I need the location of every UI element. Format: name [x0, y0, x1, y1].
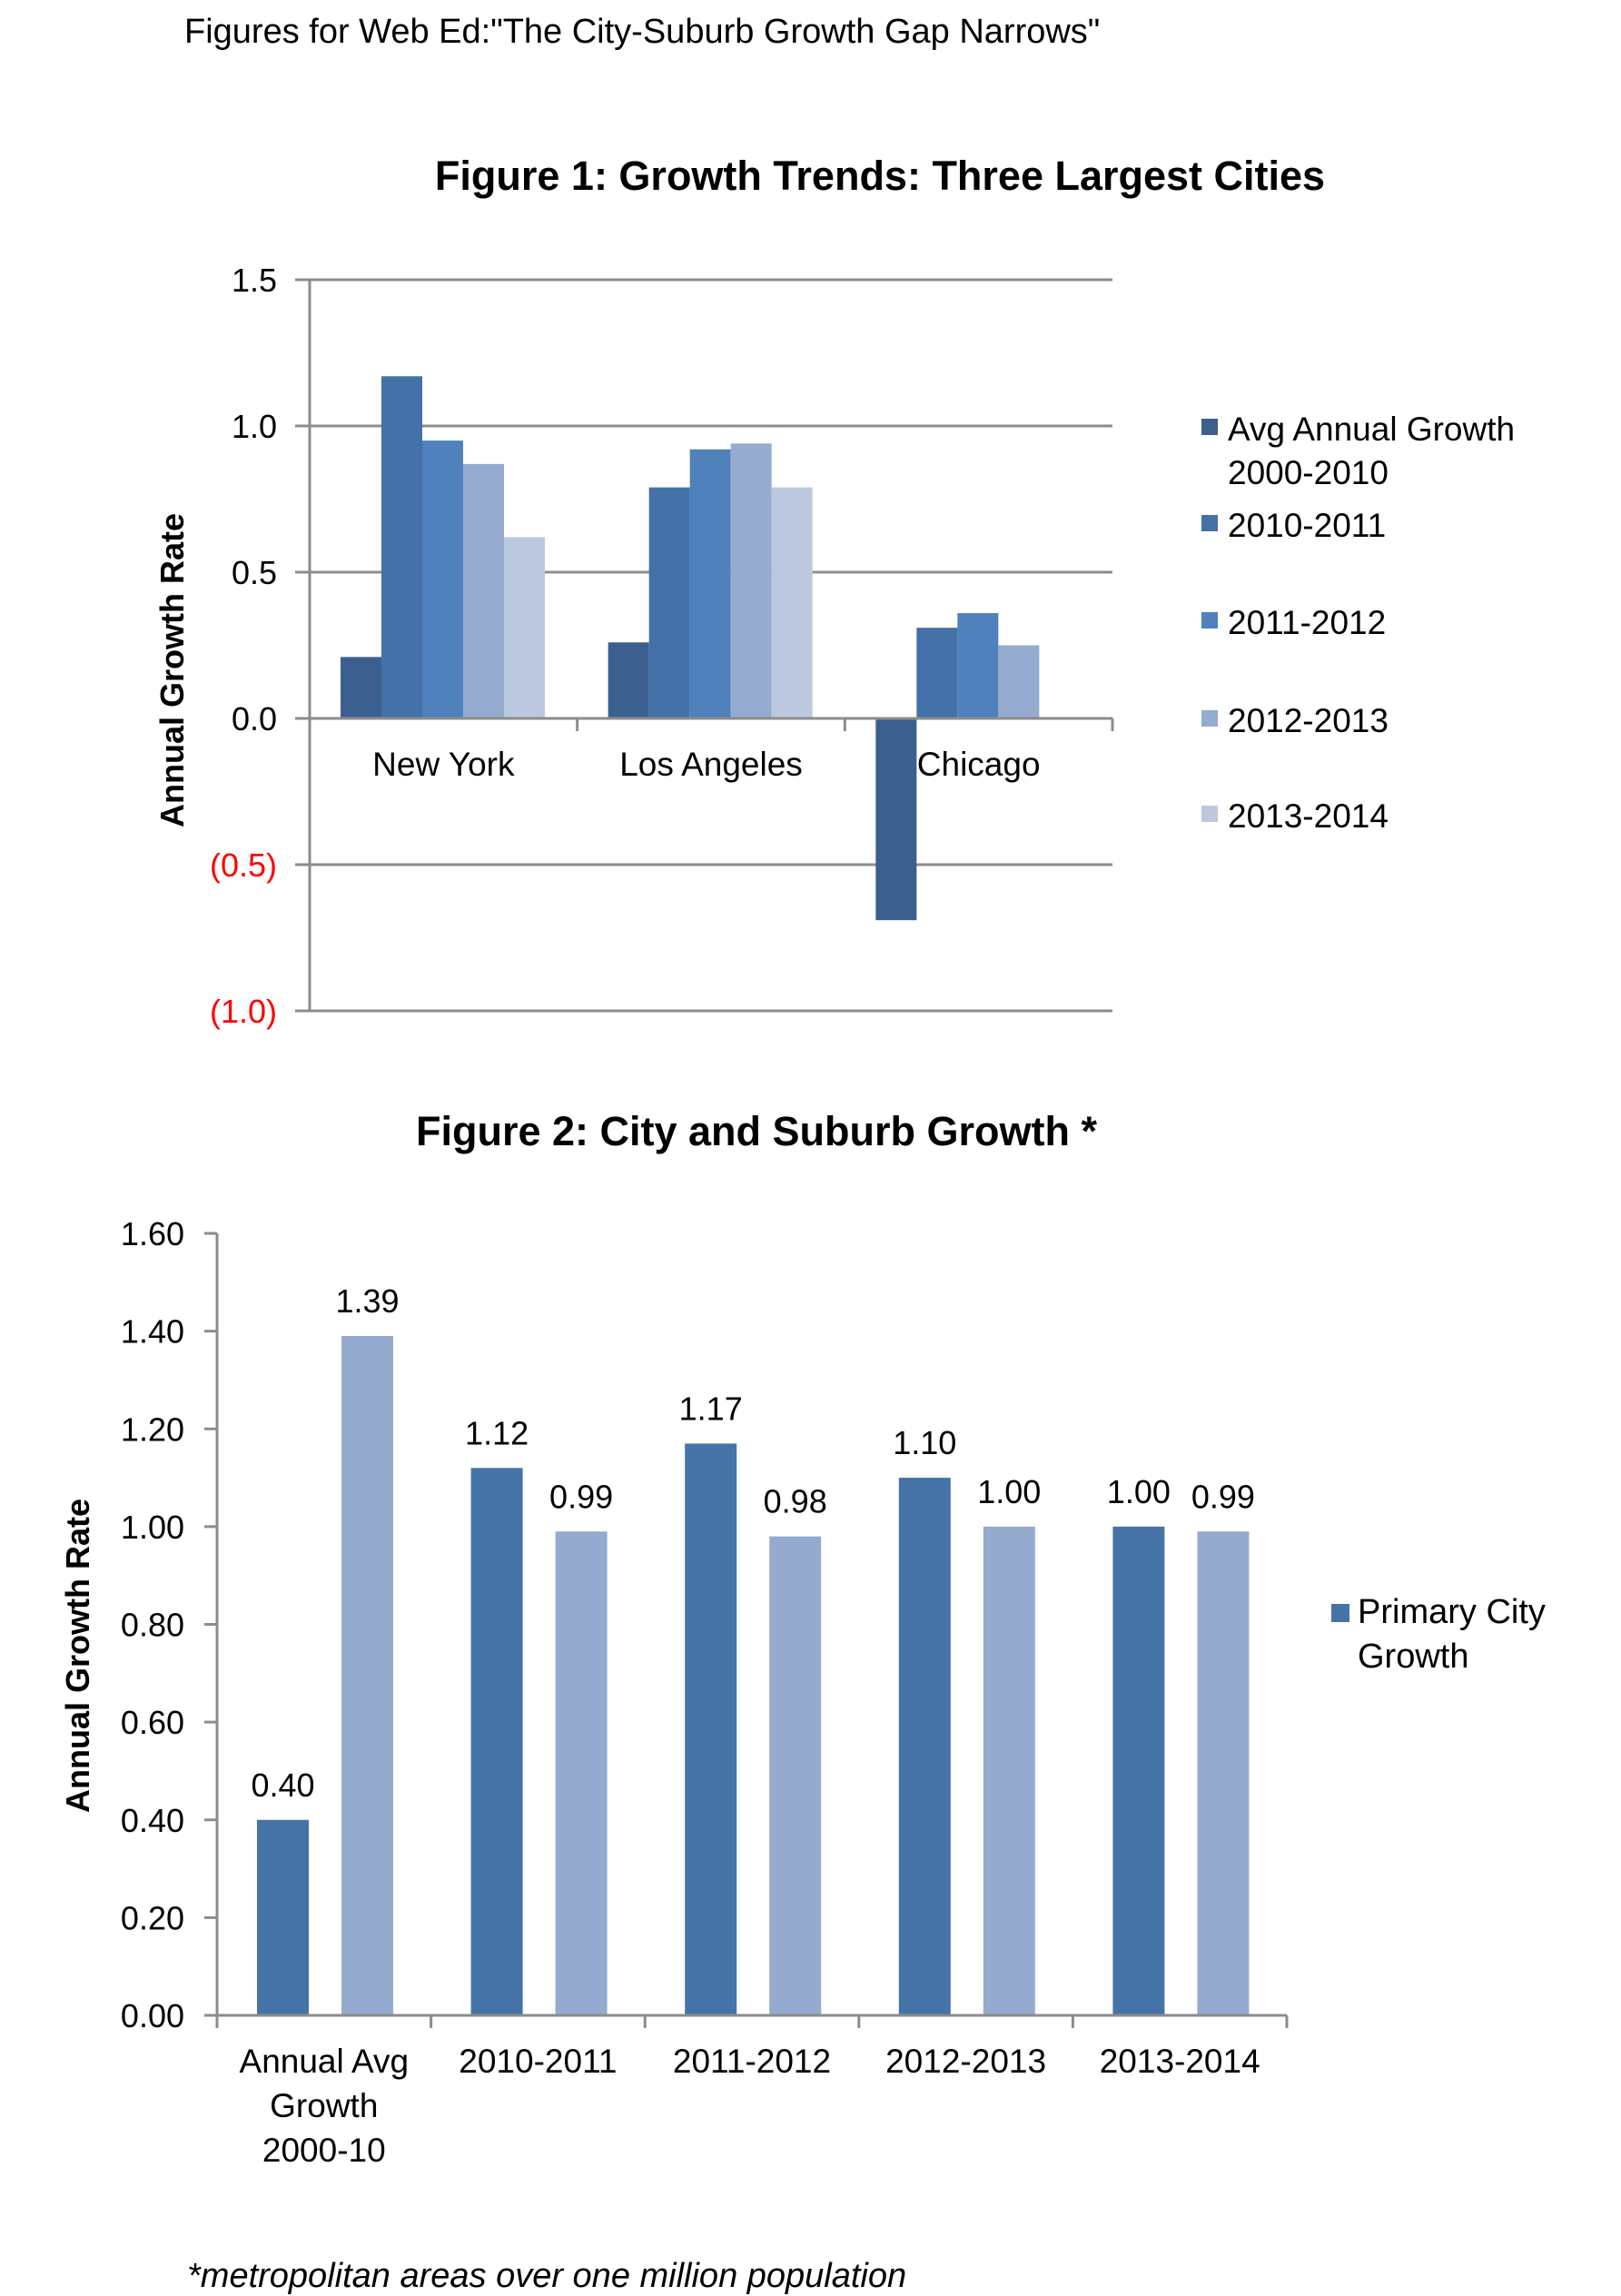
legend-swatch [1331, 1604, 1349, 1622]
legend-swatch [1201, 710, 1218, 727]
bar [608, 642, 649, 718]
data-label: 0.99 [1191, 1478, 1255, 1515]
data-label: 1.00 [1107, 1473, 1171, 1510]
legend-label: 2011-2012 [1228, 604, 1386, 641]
y-tick-label: 0.5 [232, 554, 277, 591]
y-tick-label: 1.60 [121, 1215, 184, 1252]
bar [983, 1526, 1035, 2015]
bar [257, 1819, 309, 2015]
x-category-label: 2013-2014 [1100, 2043, 1260, 2080]
x-category-label: 2011-2012 [673, 2043, 831, 2080]
data-label: 1.12 [465, 1414, 529, 1451]
y-tick-label: 1.5 [232, 262, 277, 299]
bar [769, 1536, 822, 2015]
legend-swatch [1201, 419, 1218, 435]
bar [1112, 1526, 1165, 2015]
data-label: 1.00 [977, 1473, 1041, 1510]
bar [648, 487, 690, 718]
bar [998, 645, 1040, 718]
y-axis-label: Annual Growth Rate [153, 513, 191, 827]
x-category-label: 2010-2011 [459, 2043, 617, 2080]
bar [555, 1531, 608, 2015]
y-tick-label: (1.0) [210, 993, 277, 1030]
bar [1197, 1531, 1250, 2015]
y-tick-label: 0.00 [121, 1997, 184, 2034]
y-tick-label: 0.60 [121, 1704, 184, 1741]
data-label: 0.99 [549, 1478, 613, 1515]
bar [730, 443, 772, 718]
y-tick-label: 1.20 [121, 1410, 184, 1448]
bar [504, 537, 545, 718]
bar [771, 487, 813, 718]
bar [381, 376, 422, 718]
y-tick-label: 0.20 [121, 1899, 184, 1936]
y-tick-label: 1.00 [121, 1509, 184, 1546]
legend-label: 2010-2011 [1228, 507, 1386, 544]
x-category-label: 2012-2013 [885, 2043, 1046, 2080]
bar [422, 440, 463, 718]
legend-label: 2013-2014 [1228, 797, 1389, 835]
bar [341, 1336, 393, 2015]
y-tick-label: 1.40 [121, 1313, 184, 1351]
figure2-title: Figure 2: City and Suburb Growth * [415, 1108, 1098, 1154]
x-category-label: Los Angeles [619, 746, 803, 783]
legend-swatch [1201, 515, 1218, 531]
bar [341, 657, 381, 718]
bar [463, 463, 504, 718]
x-category-label: Chicago [917, 746, 1041, 783]
x-category-label: Annual Avg Growth 2000-10 [240, 2043, 410, 2169]
data-label: 1.39 [335, 1282, 399, 1320]
footnote: *metropolitan areas over one million pop… [187, 2257, 907, 2295]
page-header: Figures for Web Ed:"The City-Suburb Grow… [184, 13, 1101, 51]
legend-label: Primary City Growth [1358, 1593, 1546, 1676]
y-tick-label: 1.0 [232, 408, 277, 445]
data-label: 1.10 [893, 1424, 956, 1461]
y-tick-label: 0.80 [121, 1607, 184, 1644]
bar [916, 628, 958, 718]
bar [957, 613, 999, 718]
bar [685, 1443, 737, 2015]
legend-swatch [1201, 612, 1218, 628]
y-axis-label: Annual Growth Rate [59, 1499, 96, 1813]
y-tick-label: 0.40 [121, 1802, 184, 1839]
legend-swatch [1201, 806, 1218, 822]
x-category-label: New York [372, 746, 515, 783]
y-tick-label: (0.5) [210, 846, 277, 884]
legend-label: 2012-2013 [1228, 702, 1389, 739]
legend-label: Avg Annual Growth 2000-2010 [1228, 411, 1515, 491]
bar [689, 449, 731, 718]
y-tick-label: 0.0 [232, 700, 277, 737]
bar [875, 718, 917, 921]
data-label: 1.17 [679, 1390, 743, 1427]
data-label: 0.40 [251, 1767, 314, 1804]
figure1-title: Figure 1: Growth Trends: Three Largest C… [434, 153, 1326, 199]
bar [470, 1468, 523, 2015]
data-label: 0.98 [764, 1483, 827, 1520]
bar [898, 1478, 951, 2015]
